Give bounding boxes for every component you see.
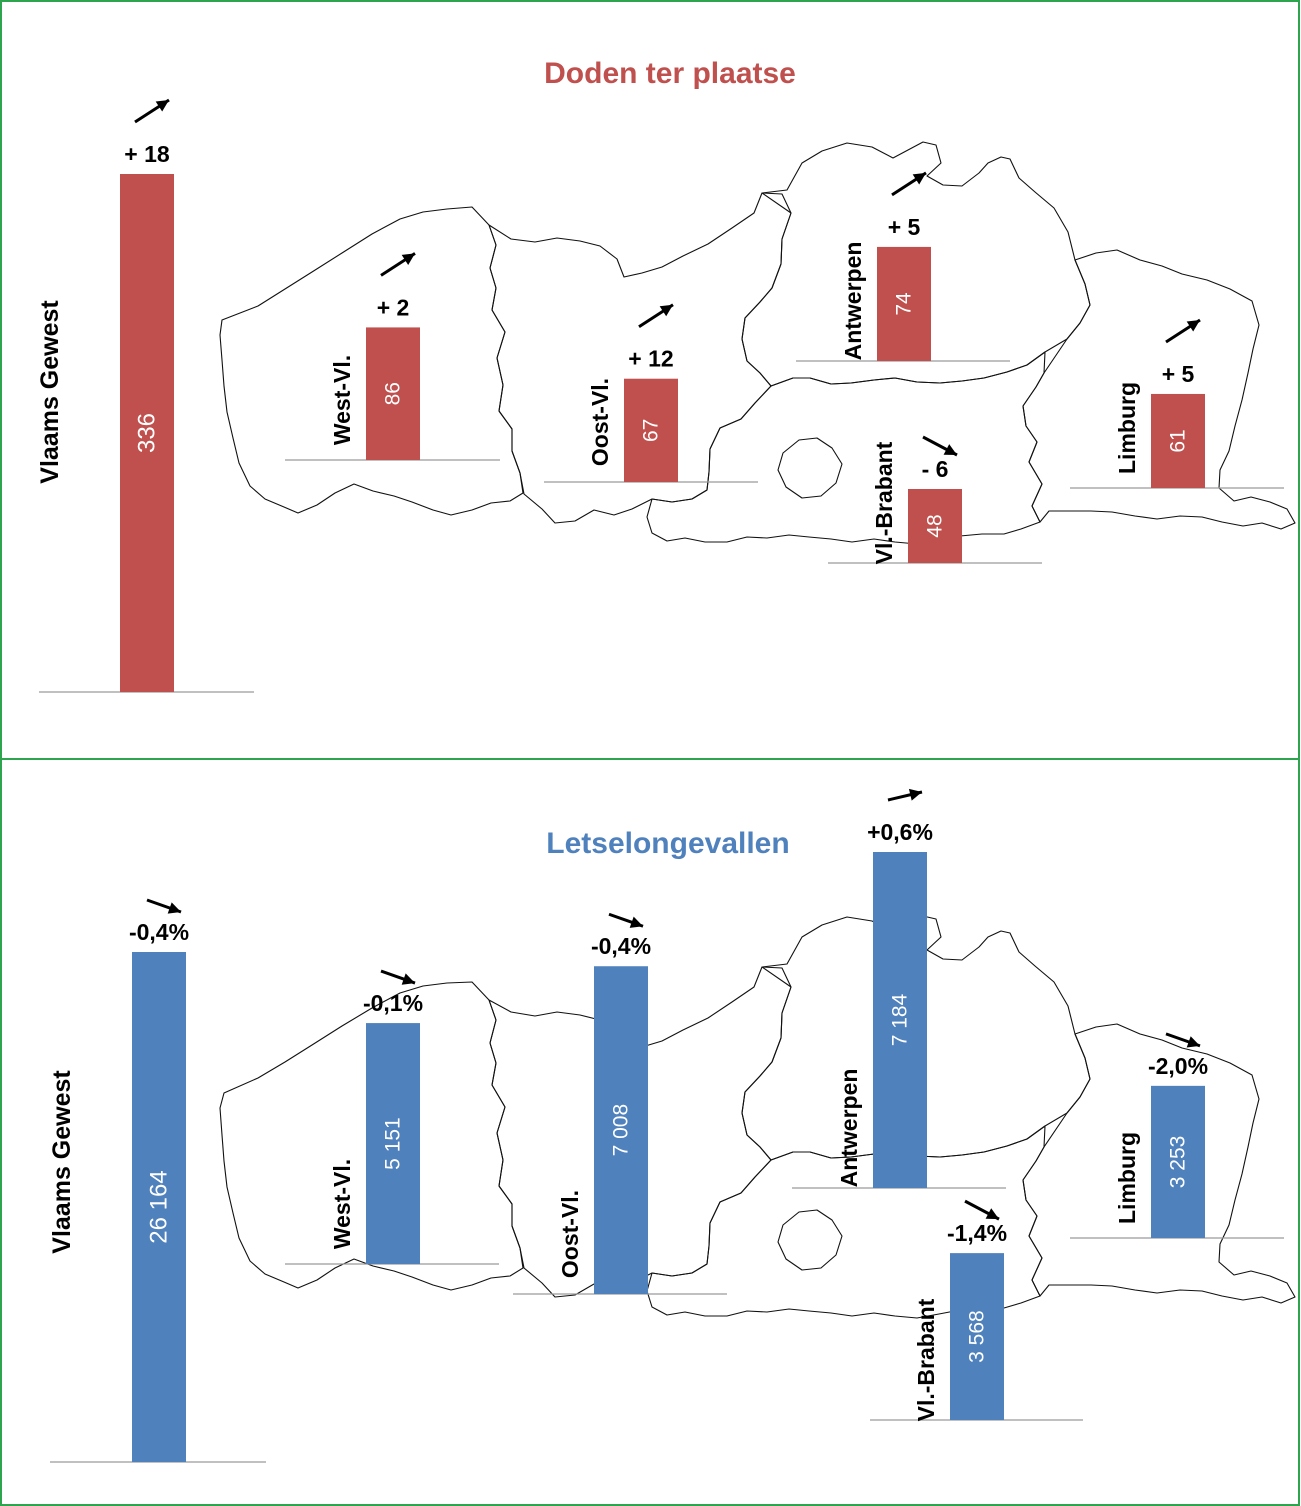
injuries-chart: Letselongevallen 26 164 Vlaams Gewest -0,4… — [48, 788, 1296, 1463]
change-label: + 5 — [1162, 361, 1195, 387]
bar — [908, 489, 962, 563]
change-label: + 18 — [124, 141, 170, 167]
change-label: +0,6% — [867, 819, 933, 845]
arrow-slight-down-icon — [608, 912, 644, 928]
bar-group-3: 7 008 Oost-Vl. -0,4% — [513, 912, 727, 1295]
value-label: 26 164 — [146, 1170, 173, 1243]
change-label: + 12 — [628, 346, 673, 372]
injuries-panel: Letselongevallen 26 164 Vlaams Gewest -0,4… — [0, 758, 1300, 1506]
bar — [132, 952, 186, 1462]
value-label: 7 184 — [889, 993, 912, 1046]
value-label: 67 — [640, 419, 663, 442]
region-label: West-Vl. — [329, 355, 355, 445]
deaths-chart: Doden ter plaatse 336 Vlaams Gewest + 18 86… — [36, 57, 1296, 693]
deaths-bars: 336 Vlaams Gewest + 18 86 West-Vl. + 2 67 Oost-… — [36, 98, 1284, 693]
bar-group-4: 74 Antwerpen + 5 — [796, 171, 1010, 362]
region-label: Oost-Vl. — [587, 378, 613, 466]
bar — [120, 174, 174, 692]
change-label: -0,4% — [129, 919, 189, 945]
value-label: 5 151 — [382, 1117, 405, 1170]
injuries-bars: 26 164 Vlaams Gewest -0,4% 5 151 West-Vl. -0,… — [48, 788, 1284, 1463]
bar — [877, 246, 931, 361]
arrow-slight-up-icon — [887, 788, 923, 802]
change-label: -2,0% — [1148, 1053, 1208, 1079]
value-label: 61 — [1167, 429, 1190, 452]
value-label: 74 — [893, 292, 916, 316]
chart-title: Doden ter plaatse — [544, 57, 796, 90]
bar — [366, 1023, 420, 1264]
bar — [624, 378, 678, 482]
bar-group-1: 336 Vlaams Gewest + 18 — [36, 98, 254, 693]
bar-group-2: 5 151 West-Vl. -0,1% — [285, 969, 499, 1265]
region-label: Antwerpen — [836, 1069, 862, 1188]
arrow-down-right-icon — [964, 1199, 1000, 1221]
value-label: 86 — [382, 382, 405, 405]
region-label: Limburg — [1114, 1132, 1140, 1224]
arrow-down-right-icon — [922, 435, 958, 457]
region-label: Vlaams Gewest — [36, 300, 64, 484]
region-label: Vl.-Brabant — [913, 1298, 939, 1421]
change-label: -0,4% — [591, 933, 651, 959]
value-label: 336 — [134, 413, 161, 453]
change-label: + 2 — [377, 294, 410, 320]
deaths-panel: Doden ter plaatse 336 Vlaams Gewest + 18 86… — [0, 0, 1300, 760]
bar — [1151, 1085, 1205, 1238]
bar-group-6: 3 253 Limburg -2,0% — [1070, 1032, 1284, 1239]
change-label: + 5 — [888, 214, 921, 240]
change-label: -1,4% — [947, 1220, 1007, 1246]
bar — [873, 852, 927, 1188]
region-label: Vlaams Gewest — [48, 1070, 76, 1254]
region-label: Antwerpen — [840, 242, 866, 361]
bar-group-5: 48 Vl.-Brabant - 6 — [828, 435, 1042, 564]
change-label: - 6 — [922, 456, 949, 482]
bar-group-6: 61 Limburg + 5 — [1070, 318, 1284, 489]
arrow-slight-down-icon — [1165, 1032, 1201, 1048]
arrow-up-right-icon — [638, 303, 674, 328]
bar-group-5: 3 568 Vl.-Brabant -1,4% — [870, 1199, 1083, 1421]
chart-title: Letselongevallen — [546, 827, 789, 860]
region-label: Limburg — [1114, 382, 1140, 474]
bar-group-2: 86 West-Vl. + 2 — [285, 252, 500, 461]
bar-group-3: 67 Oost-Vl. + 12 — [544, 303, 758, 483]
value-label: 3 568 — [966, 1310, 989, 1363]
value-label: 3 253 — [1167, 1136, 1190, 1189]
value-label: 7 008 — [610, 1104, 633, 1157]
bar — [1151, 393, 1205, 488]
bar — [594, 966, 648, 1294]
arrow-slight-down-icon — [146, 898, 182, 914]
region-label: Oost-Vl. — [557, 1190, 583, 1278]
bar-group-1: 26 164 Vlaams Gewest -0,4% — [48, 898, 266, 1463]
arrow-up-right-icon — [1165, 318, 1201, 344]
arrow-up-right-icon — [134, 98, 170, 124]
bar-group-4: 7 184 Antwerpen +0,6% — [792, 788, 1006, 1189]
arrow-up-right-icon — [380, 252, 416, 277]
value-label: 48 — [924, 514, 947, 537]
arrow-up-right-icon — [891, 171, 927, 197]
region-label: West-Vl. — [329, 1159, 355, 1249]
bar — [366, 327, 420, 460]
change-label: -0,1% — [363, 990, 423, 1016]
region-label: Vl.-Brabant — [871, 441, 897, 564]
bar — [950, 1253, 1004, 1420]
arrow-slight-down-icon — [380, 969, 416, 985]
